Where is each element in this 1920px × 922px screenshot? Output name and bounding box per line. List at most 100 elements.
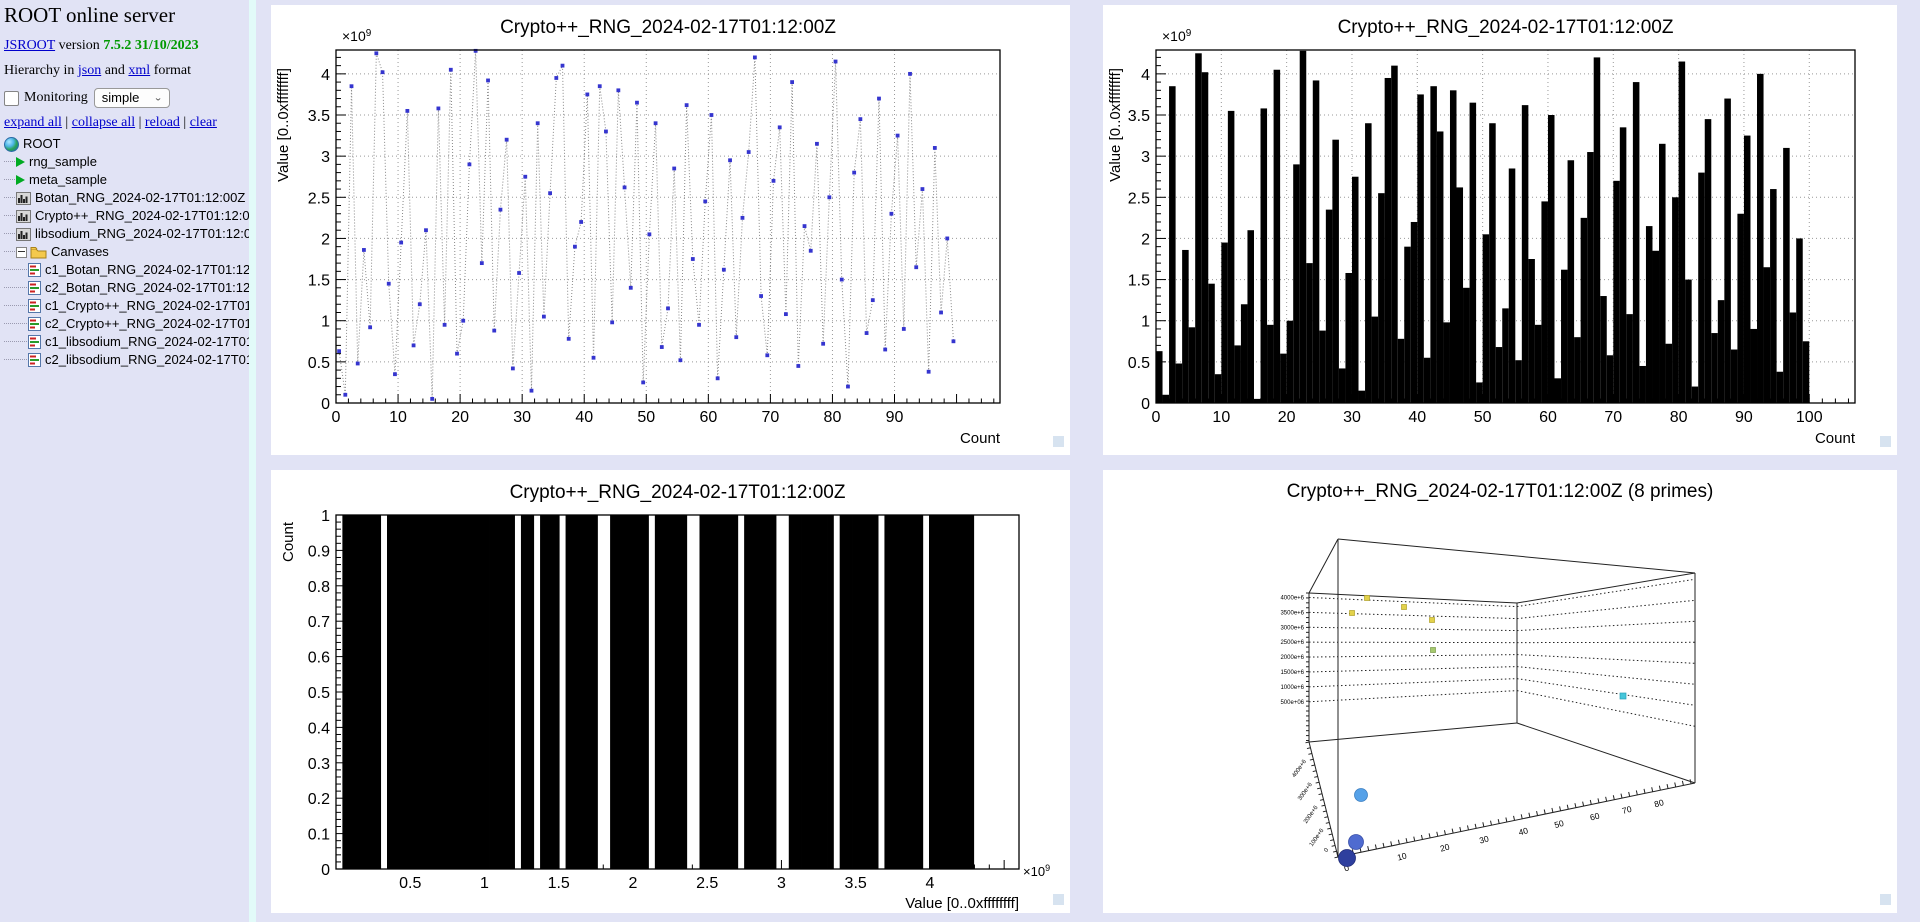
toolbar-link-reload[interactable]: reload [144, 115, 180, 130]
svg-text:60: 60 [1539, 409, 1557, 426]
jsroot-link[interactable]: JSROOT [4, 38, 56, 53]
chart-crypto-histogram[interactable]: Crypto++_RNG_2024-02-17T01:12:00Z 0 0.5 1 1.… [1103, 5, 1897, 455]
json-link[interactable]: json [77, 63, 102, 78]
svg-text:×109: ×109 [342, 28, 372, 44]
panel-resize-handle[interactable] [1053, 894, 1064, 905]
svg-text:20: 20 [1439, 842, 1451, 854]
svg-text:80: 80 [1653, 797, 1665, 809]
tree-item-canvases[interactable]: Canvases [4, 243, 249, 261]
play-icon [16, 175, 25, 185]
tree-guide [16, 305, 27, 307]
tree-guide [4, 269, 15, 271]
canvas-icon [28, 281, 41, 295]
svg-text:2: 2 [1141, 231, 1150, 248]
tree-item-botan-rng-2024-02-17t01-12-00z[interactable]: Botan_RNG_2024-02-17T01:12:00Z [4, 189, 249, 207]
svg-text:500e+06: 500e+06 [1280, 700, 1304, 706]
svg-text:4: 4 [321, 67, 330, 84]
monitoring-interval-select[interactable]: simple ⌄ [93, 88, 170, 108]
toolbar-link-expand-all[interactable]: expand all [4, 115, 62, 130]
svg-text:300e+6: 300e+6 [1297, 781, 1314, 802]
svg-text:70: 70 [1621, 804, 1633, 816]
tree-item-c2-libsodium-rng-2024-02-17t01-12-00z[interactable]: c2_libsodium_RNG_2024-02-17T01:12:00Z [4, 351, 249, 369]
svg-text:Crypto++_RNG_2024-02-17T01:12:: Crypto++_RNG_2024-02-17T01:12:00Z [500, 17, 836, 38]
panel-resize-handle[interactable] [1880, 894, 1891, 905]
svg-text:0: 0 [1343, 862, 1350, 873]
tree-item-label: rng_sample [29, 154, 97, 169]
tree-item-root[interactable]: ROOT [4, 135, 249, 153]
svg-text:0: 0 [332, 409, 341, 426]
svg-text:1.5: 1.5 [548, 875, 570, 892]
tree-item-meta-sample[interactable]: meta_sample [4, 171, 249, 189]
svg-text:80: 80 [1670, 409, 1688, 426]
svg-text:70: 70 [1604, 409, 1622, 426]
tree-item-c1-botan-rng-2024-02-17t01-12-00z[interactable]: c1_Botan_RNG_2024-02-17T01:12:00Z [4, 261, 249, 279]
svg-text:60: 60 [1589, 810, 1601, 822]
tree-guide [4, 323, 15, 325]
tree-guide [16, 341, 27, 343]
tree-item-label: c1_Crypto++_RNG_2024-02-17T01:12:00Z [45, 298, 249, 313]
tree-item-rng-sample[interactable]: rng_sample [4, 153, 249, 171]
svg-text:0: 0 [1323, 847, 1330, 854]
svg-text:0.5: 0.5 [308, 355, 330, 372]
tree-guide [16, 269, 27, 271]
svg-text:20: 20 [1278, 409, 1296, 426]
svg-text:3.5: 3.5 [845, 875, 867, 892]
monitoring-checkbox[interactable] [4, 90, 19, 106]
svg-text:0.5: 0.5 [1128, 355, 1150, 372]
chart-crypto-scatter[interactable]: Crypto++_RNG_2024-02-17T01:12:00Z 0 0.5 1 1.… [271, 5, 1070, 455]
tree-guide [4, 161, 15, 163]
tree-item-c1-crypto-rng-2024-02-17t01-12-00z[interactable]: c1_Crypto++_RNG_2024-02-17T01:12:00Z [4, 297, 249, 315]
svg-text:0.5: 0.5 [308, 685, 330, 702]
toolbar-link-collapse-all[interactable]: collapse all [71, 115, 136, 130]
svg-text:80: 80 [824, 409, 842, 426]
panel-resize-handle[interactable] [1053, 436, 1064, 447]
svg-text:0.2: 0.2 [308, 791, 330, 808]
canvas-panel-barcode[interactable]: Crypto++_RNG_2024-02-17T01:12:00Z 0 0.1 0.2… [271, 470, 1070, 913]
svg-text:1.5: 1.5 [308, 273, 330, 290]
tree-item-label: c1_libsodium_RNG_2024-02-17T01:12:00Z [45, 334, 249, 349]
svg-text:0.3: 0.3 [308, 756, 330, 773]
tree-item-label: meta_sample [29, 172, 108, 187]
monitoring-select-value: simple [101, 90, 140, 105]
svg-text:2.5: 2.5 [1128, 190, 1150, 207]
chart-crypto-value-distribution[interactable]: Crypto++_RNG_2024-02-17T01:12:00Z 0 0.1 0.2… [271, 470, 1070, 913]
canvas-panel-histogram[interactable]: Crypto++_RNG_2024-02-17T01:12:00Z 0 0.5 1 1.… [1103, 5, 1897, 455]
svg-text:20: 20 [451, 409, 469, 426]
sidebar-splitter[interactable] [249, 0, 256, 922]
tree-item-label: c2_Botan_RNG_2024-02-17T01:12:00Z [45, 280, 249, 295]
svg-text:30: 30 [513, 409, 531, 426]
canvas-panel-3d-primes[interactable]: Crypto++_RNG_2024-02-17T01:12:00Z (8 pri… [1103, 470, 1897, 913]
panel-resize-handle[interactable] [1880, 436, 1891, 447]
svg-text:0.8: 0.8 [308, 579, 330, 596]
histogram-icon [16, 209, 31, 223]
svg-text:Crypto++_RNG_2024-02-17T01:12:: Crypto++_RNG_2024-02-17T01:12:00Z [1338, 17, 1674, 38]
svg-text:50: 50 [1474, 409, 1492, 426]
tree-item-libsodium-rng-2024-02-17t01-12-00z[interactable]: libsodium_RNG_2024-02-17T01:12:00Z [4, 225, 249, 243]
hierarchy-line: Hierarchy in json and xml format [4, 63, 249, 79]
svg-text:100e+6: 100e+6 [1309, 827, 1326, 848]
tree-item-crypto-rng-2024-02-17t01-12-00z[interactable]: Crypto++_RNG_2024-02-17T01:12:00Z [4, 207, 249, 225]
xml-link[interactable]: xml [128, 63, 151, 78]
svg-text:3500e+6: 3500e+6 [1280, 610, 1304, 616]
svg-text:30: 30 [1343, 409, 1361, 426]
tree-item-c2-crypto-rng-2024-02-17t01-12-00z[interactable]: c2_Crypto++_RNG_2024-02-17T01:12:00Z [4, 315, 249, 333]
toolbar-separator: | [135, 115, 145, 130]
tree-item-c2-botan-rng-2024-02-17t01-12-00z[interactable]: c2_Botan_RNG_2024-02-17T01:12:00Z [4, 279, 249, 297]
canvas-icon [28, 317, 41, 331]
svg-text:1: 1 [480, 875, 489, 892]
svg-text:4: 4 [925, 875, 934, 892]
play-icon [16, 157, 25, 167]
collapse-expander-icon[interactable] [16, 246, 27, 258]
svg-text:×109: ×109 [1023, 863, 1050, 879]
svg-text:90: 90 [1735, 409, 1753, 426]
version-number: 7.5.2 31/10/2023 [103, 38, 199, 53]
chart-crypto-primes-3d[interactable]: Crypto++_RNG_2024-02-17T01:12:00Z (8 pri… [1103, 470, 1897, 913]
tree-item-label: c2_Crypto++_RNG_2024-02-17T01:12:00Z [45, 316, 249, 331]
toolbar-link-clear[interactable]: clear [189, 115, 217, 130]
canvas-panel-scatter[interactable]: Crypto++_RNG_2024-02-17T01:12:00Z 0 0.5 1 1.… [271, 5, 1070, 455]
svg-text:2: 2 [629, 875, 638, 892]
svg-text:0.1: 0.1 [308, 827, 330, 844]
svg-text:200e+6: 200e+6 [1303, 804, 1320, 825]
toolbar-separator: | [61, 115, 72, 130]
tree-item-c1-libsodium-rng-2024-02-17t01-12-00z[interactable]: c1_libsodium_RNG_2024-02-17T01:12:00Z [4, 333, 249, 351]
